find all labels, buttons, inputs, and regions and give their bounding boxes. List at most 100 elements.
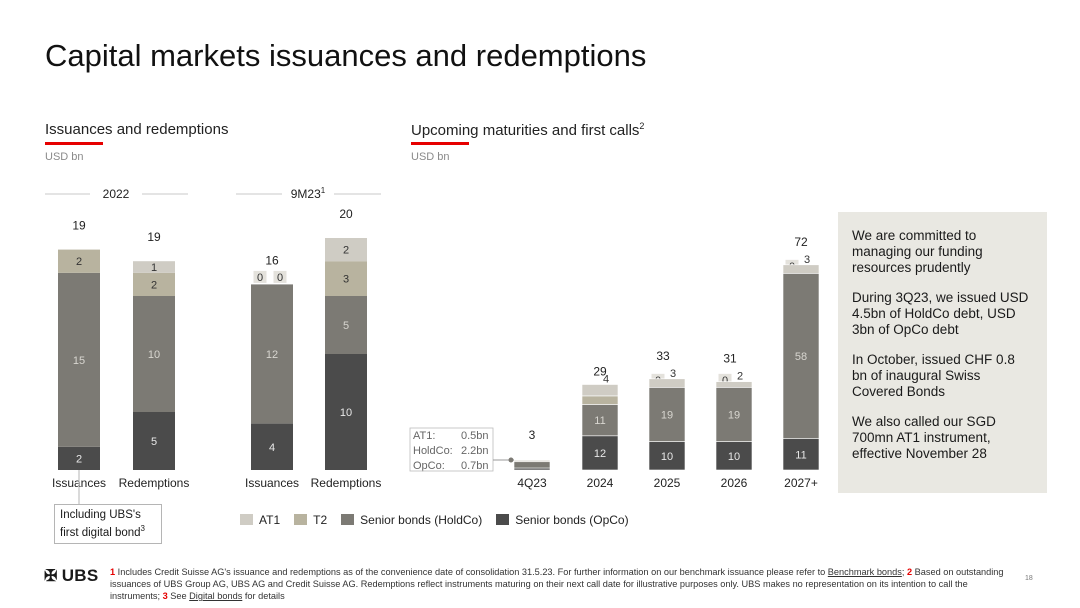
left-zero-box-2-t2	[252, 269, 268, 284]
group-label-2022: 2022	[103, 187, 130, 201]
legend-label-holdco: Senior bonds (HoldCo)	[360, 513, 483, 527]
left-bar-3-senior-bonds-holdco	[325, 296, 367, 354]
right-total-3: 31	[723, 352, 737, 366]
left-section-title: Issuances and redemptions	[45, 121, 229, 138]
page-number: 18	[1025, 575, 1033, 582]
right-seg-label-3-senior-bonds-opco: 10	[728, 451, 740, 463]
right-bar-4-senior-bonds-opco	[782, 438, 820, 471]
ubs-keys-icon: ✠	[44, 568, 58, 585]
right-seg-label-2-at1: 3	[670, 368, 676, 380]
ubs-logo: ✠ UBS	[44, 566, 99, 586]
right-total-2: 33	[656, 349, 670, 363]
breakdown-value-opco: 0.7bn	[461, 460, 489, 472]
left-category-label-1: Redemptions	[119, 476, 190, 490]
right-section-title: Upcoming maturities and first calls2	[411, 121, 644, 139]
breakdown-value-at1: 0.5bn	[461, 430, 489, 442]
footnote-3-text: See	[167, 591, 190, 601]
group-label-sup-1: 1	[321, 186, 326, 195]
breakdown-bracket	[409, 427, 494, 472]
left-bar-2-senior-bonds-opco	[251, 423, 293, 470]
right-category-label-2: 2025	[654, 476, 681, 490]
right-category-label-0: 4Q23	[517, 476, 547, 490]
panel-text-commitment: We are committed to managing our funding…	[852, 228, 983, 275]
right-category-label-4: 2027+	[784, 476, 818, 490]
breakdown-connector-dot	[508, 457, 514, 463]
left-category-label-2: Issuances	[245, 476, 299, 490]
left-bar-2-senior-bonds-holdco	[251, 284, 293, 424]
right-bar-3-at1	[715, 381, 753, 388]
right-seg-label-1-senior-bonds-holdco: 11	[594, 415, 605, 427]
right-bar-0-at1	[513, 460, 551, 463]
left-bar-3-at1	[325, 238, 367, 262]
right-seg-label-1-senior-bonds-opco: 12	[594, 448, 606, 460]
right-bar-1-at1	[581, 384, 619, 397]
left-bar-1-senior-bonds-holdco	[133, 296, 175, 412]
right-bar-4-at1	[782, 264, 820, 274]
right-bar-0-senior-bonds-holdco	[513, 461, 551, 469]
legend-item-t2: T2	[294, 513, 327, 527]
legend-item-holdco: Senior bonds (HoldCo)	[341, 513, 482, 527]
left-seg-label-1-at1: 1	[151, 262, 157, 274]
digital-bonds-link[interactable]: Digital bonds	[189, 591, 243, 601]
left-bar-0-t2	[58, 249, 100, 273]
left-bar-1-senior-bonds-opco	[133, 412, 175, 470]
footnote-1-number: 1	[110, 567, 116, 577]
footnotes: 1 Includes Credit Suisse AG's issuance a…	[110, 566, 1010, 602]
callout-sup: 3	[140, 524, 145, 533]
right-section-title-sup: 2	[639, 121, 645, 131]
left-total-1: 19	[147, 230, 161, 244]
left-seg-label-1-senior-bonds-opco: 5	[151, 436, 157, 448]
breakdown-label-holdco: HoldCo:	[413, 445, 453, 457]
right-section-title-text: Upcoming maturities and first calls	[411, 122, 640, 139]
left-zero-box-2-at1	[272, 269, 288, 284]
right-seg-label-3-senior-bonds-holdco: 19	[728, 409, 740, 421]
left-bar-3-t2	[325, 261, 367, 296]
breakdown-label-at1: AT1:	[413, 430, 435, 442]
right-section-unit: USD bn	[411, 151, 450, 163]
footnote-3-tail: for details	[242, 591, 285, 601]
right-seg-label-3-at1: 2	[737, 371, 743, 383]
panel-text-3q23: During 3Q23, we issued USD 4.5bn of Hold…	[852, 290, 1029, 337]
legend-swatch-at1	[240, 514, 253, 525]
left-seg-label-1-senior-bonds-holdco: 10	[148, 349, 160, 361]
left-zero-label-2-at1: 0	[277, 272, 283, 284]
left-section-unit: USD bn	[45, 151, 84, 163]
right-zero-label-3-t2: 0	[722, 375, 728, 387]
legend-label-opco: Senior bonds (OpCo)	[515, 513, 629, 527]
page-title: Capital markets issuances and redemption…	[45, 38, 647, 73]
right-seg-label-1-at1: 4	[603, 374, 609, 386]
right-bar-1-t2	[581, 395, 619, 405]
left-bar-0-senior-bonds-opco	[58, 446, 100, 470]
group-label-text-1: 9M23	[291, 187, 321, 201]
left-total-2: 16	[265, 253, 279, 267]
left-total-3: 20	[339, 207, 353, 221]
right-seg-label-4-senior-bonds-opco: 11	[795, 449, 806, 461]
benchmark-bonds-link[interactable]: Benchmark bonds	[827, 567, 902, 577]
left-seg-label-3-at1: 2	[343, 245, 349, 257]
right-bar-3-senior-bonds-opco	[715, 441, 753, 471]
left-bar-3-senior-bonds-opco	[325, 354, 367, 470]
group-label-text-0: 2022	[103, 187, 130, 201]
right-total-0: 3	[529, 428, 536, 442]
legend-item-at1: AT1	[240, 513, 280, 527]
footnote-3-number: 3	[162, 591, 168, 601]
footnote-2-text: Based on outstanding issuances of UBS Gr…	[110, 567, 1004, 601]
footnote-separator: ;	[901, 567, 907, 577]
left-seg-label-0-senior-bonds-holdco: 15	[73, 355, 85, 367]
right-bar-4-senior-bonds-holdco	[782, 273, 820, 439]
right-seg-label-2-senior-bonds-holdco: 19	[661, 409, 673, 421]
right-bar-2-senior-bonds-holdco	[648, 387, 686, 442]
left-seg-label-2-senior-bonds-holdco: 12	[266, 349, 278, 361]
legend-label-t2: T2	[313, 513, 328, 527]
left-seg-label-2-senior-bonds-opco: 4	[269, 442, 275, 454]
group-label-9m23: 9M231	[291, 186, 326, 201]
left-category-label-3: Redemptions	[311, 476, 382, 490]
right-total-4: 72	[794, 235, 808, 249]
legend-swatch-holdco	[341, 514, 355, 525]
right-category-label-3: 2026	[721, 476, 748, 490]
left-section-rule	[45, 142, 103, 145]
left-seg-label-0-t2: 2	[76, 256, 82, 268]
right-seg-label-4-senior-bonds-holdco: 58	[795, 351, 807, 363]
panel-text-at1-call: We also called our SGD 700mn AT1 instrum…	[852, 414, 996, 461]
